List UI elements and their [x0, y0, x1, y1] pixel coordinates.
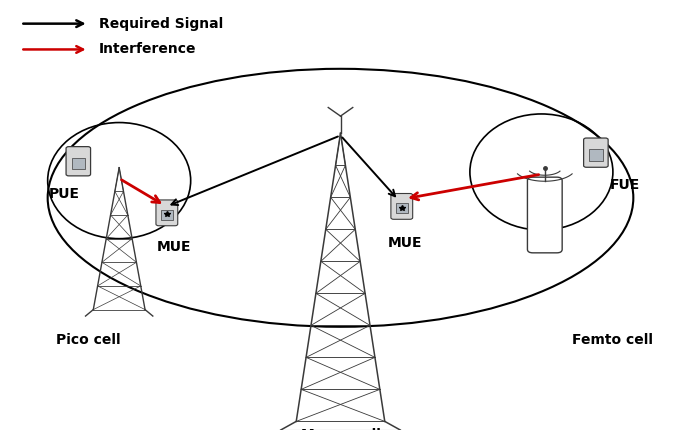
Text: Required Signal: Required Signal — [99, 17, 223, 31]
Bar — [396, 203, 407, 213]
Text: Interference: Interference — [99, 43, 196, 56]
Bar — [72, 158, 85, 169]
Bar — [589, 149, 603, 161]
FancyBboxPatch shape — [156, 200, 178, 226]
Text: MUE: MUE — [157, 240, 191, 254]
Text: PUE: PUE — [49, 187, 80, 200]
FancyBboxPatch shape — [391, 194, 413, 219]
FancyBboxPatch shape — [528, 177, 563, 253]
FancyBboxPatch shape — [584, 138, 608, 167]
Text: MUE: MUE — [388, 236, 422, 250]
Text: Macro cell: Macro cell — [300, 428, 381, 430]
Text: FUE: FUE — [609, 178, 639, 192]
FancyBboxPatch shape — [66, 147, 91, 176]
Text: Pico cell: Pico cell — [57, 333, 121, 347]
Bar — [161, 210, 172, 220]
Text: Femto cell: Femto cell — [572, 333, 653, 347]
